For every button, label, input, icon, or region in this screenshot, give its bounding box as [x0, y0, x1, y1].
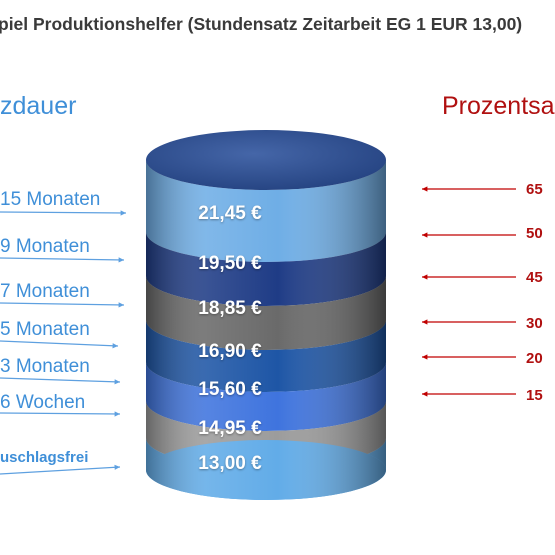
right-arrow-head [422, 232, 428, 238]
percentage-label: 50 [526, 225, 543, 242]
cylinder-bottom-shading [146, 440, 386, 500]
duration-heading: zdauer [0, 92, 77, 120]
left-arrow-head [114, 464, 120, 470]
duration-label: uschlagsfrei [0, 449, 89, 466]
percentage-heading: Prozentsa [442, 92, 555, 120]
left-arrow-head [120, 210, 126, 216]
layer-value: 18,85 € [198, 298, 262, 319]
duration-label: 7 Monaten [0, 281, 90, 302]
layer-value: 21,45 € [198, 203, 262, 224]
layer-value: 16,90 € [198, 341, 262, 362]
right-arrow-head [422, 391, 428, 397]
percentage-label: 45 [526, 269, 543, 286]
duration-label: 15 Monaten [0, 189, 101, 210]
cylinder-top-cap [146, 130, 386, 190]
left-arrow [0, 211, 127, 214]
left-arrow-head [114, 379, 120, 385]
percentage-label: 20 [526, 350, 543, 367]
percentage-label: 30 [526, 315, 543, 332]
right-arrow-head [422, 319, 428, 325]
right-arrow-head [422, 186, 428, 192]
duration-label: 5 Monaten [0, 319, 90, 340]
layer-value: 14,95 € [198, 418, 262, 439]
right-arrow-head [422, 274, 428, 280]
left-arrows [0, 210, 127, 475]
left-arrow-head [118, 257, 124, 263]
page-title: piel Produktionshelfer (Stundensatz Zeit… [0, 14, 523, 34]
duration-label: 9 Monaten [0, 236, 90, 257]
left-arrow-head [114, 411, 120, 417]
layer-value: 19,50 € [198, 253, 262, 274]
left-arrow-head [112, 343, 118, 349]
left-arrow [0, 377, 121, 383]
cylinder-body-shading [146, 160, 386, 470]
left-arrow [0, 340, 119, 347]
left-arrow [0, 302, 125, 306]
duration-label: 6 Wochen [0, 392, 86, 413]
duration-label: 3 Monaten [0, 356, 90, 377]
left-arrow [0, 466, 121, 475]
percentage-label: 15 [526, 387, 543, 404]
percentage-label: 65 [526, 181, 543, 198]
layer-value: 15,60 € [198, 379, 262, 400]
left-arrow [0, 257, 125, 261]
left-arrow-head [118, 302, 124, 308]
right-arrow-head [422, 354, 428, 360]
left-arrow [0, 412, 121, 415]
right-arrows [422, 186, 516, 397]
layer-value: 13,00 € [198, 453, 262, 474]
